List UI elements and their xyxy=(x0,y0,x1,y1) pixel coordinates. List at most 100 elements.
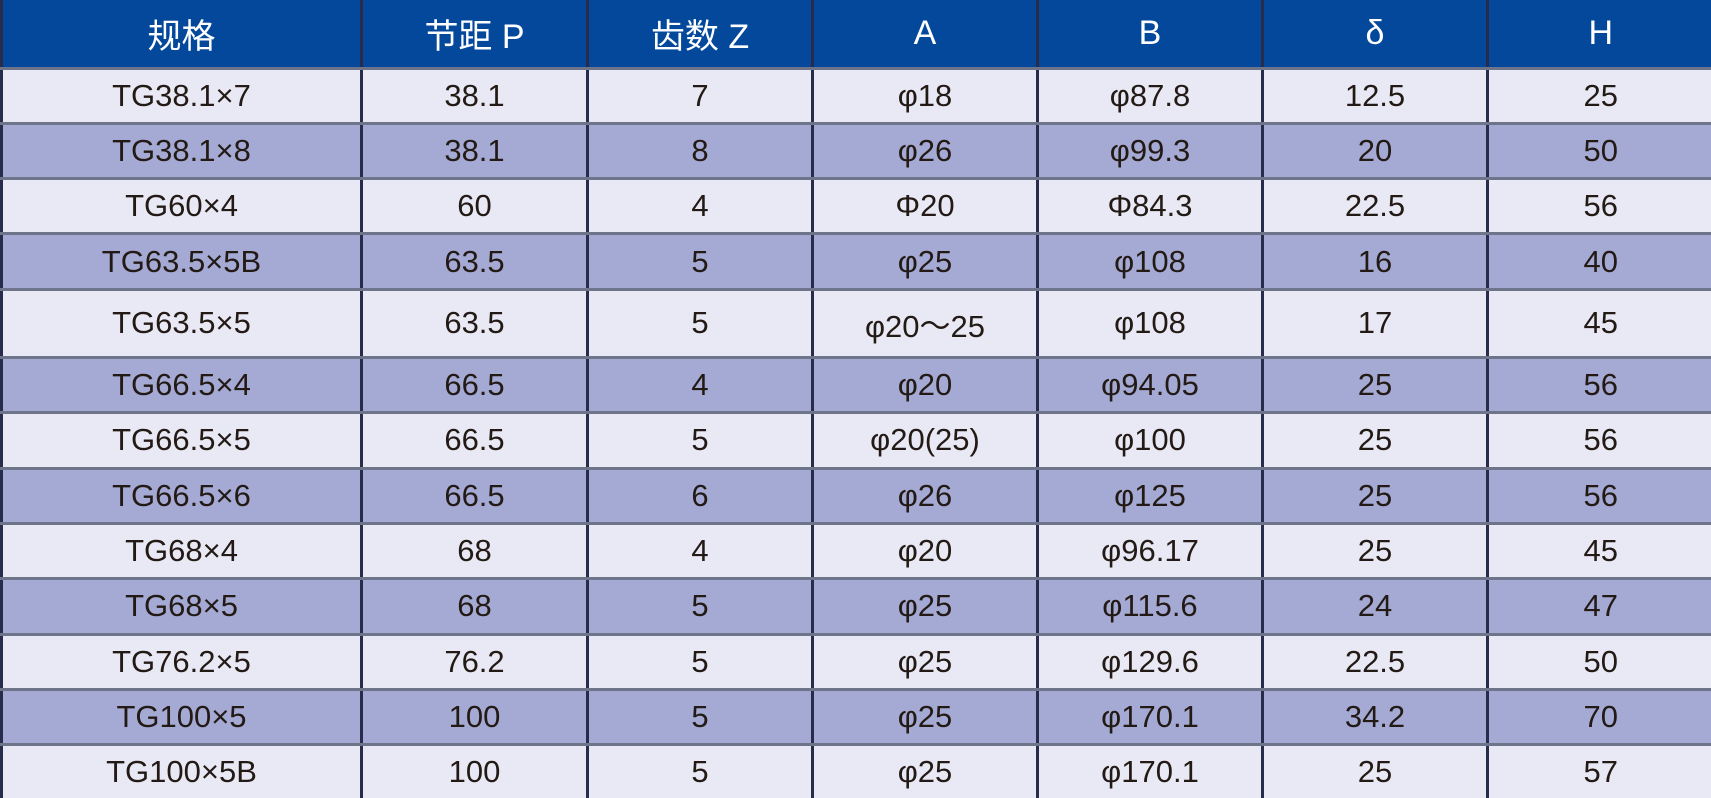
cell-b: φ100 xyxy=(1037,412,1264,470)
cell-a: φ25 xyxy=(812,689,1039,747)
cell-spec: TG60×4 xyxy=(1,178,363,236)
cell-delta: 25 xyxy=(1262,744,1489,798)
cell-h: 56 xyxy=(1487,357,1711,415)
cell-a: φ20～25 xyxy=(812,289,1039,359)
cell-h: 40 xyxy=(1487,233,1711,291)
cell-delta: 25 xyxy=(1262,468,1489,525)
cell-h: 45 xyxy=(1487,289,1711,359)
cell-pitch-p: 60 xyxy=(361,178,589,236)
header-spec: 规格 xyxy=(1,0,363,70)
cell-delta: 20 xyxy=(1262,123,1489,181)
cell-pitch-p: 68 xyxy=(361,523,589,581)
cell-delta: 24 xyxy=(1262,578,1489,636)
cell-h: 50 xyxy=(1487,123,1711,181)
table-row: TG38.1×7 38.1 7 φ18 φ87.8 12.5 25 xyxy=(1,68,1711,125)
table-row: TG100×5B 100 5 φ25 φ170.1 25 57 xyxy=(1,744,1711,798)
cell-b: φ87.8 xyxy=(1037,68,1264,125)
cell-b: φ99.3 xyxy=(1037,123,1264,181)
cell-pitch-p: 66.5 xyxy=(361,412,589,470)
cell-delta: 22.5 xyxy=(1262,634,1489,691)
cell-h: 56 xyxy=(1487,468,1711,525)
cell-teeth-z: 5 xyxy=(587,744,814,798)
cell-spec: TG100×5 xyxy=(1,689,363,747)
cell-h: 47 xyxy=(1487,578,1711,636)
cell-h: 57 xyxy=(1487,744,1711,798)
cell-teeth-z: 4 xyxy=(587,523,814,581)
cell-teeth-z: 5 xyxy=(587,233,814,291)
table-row: TG63.5×5B 63.5 5 φ25 φ108 16 40 xyxy=(1,233,1711,291)
cell-b: φ96.17 xyxy=(1037,523,1264,581)
cell-a: φ25 xyxy=(812,634,1039,691)
cell-pitch-p: 38.1 xyxy=(361,123,589,181)
cell-delta: 16 xyxy=(1262,233,1489,291)
cell-spec: TG66.5×6 xyxy=(1,468,363,525)
cell-teeth-z: 5 xyxy=(587,412,814,470)
cell-b: φ108 xyxy=(1037,233,1264,291)
cell-h: 56 xyxy=(1487,178,1711,236)
cell-h: 70 xyxy=(1487,689,1711,747)
cell-a: φ20(25) xyxy=(812,412,1039,470)
cell-b: Φ84.3 xyxy=(1037,178,1264,236)
cell-teeth-z: 5 xyxy=(587,578,814,636)
cell-pitch-p: 100 xyxy=(361,744,589,798)
header-row: 规格 节距 P 齿数 Z A B δ H xyxy=(1,0,1711,70)
cell-a: φ18 xyxy=(812,68,1039,125)
cell-b: φ115.6 xyxy=(1037,578,1264,636)
cell-pitch-p: 63.5 xyxy=(361,233,589,291)
table-row: TG68×5 68 5 φ25 φ115.6 24 47 xyxy=(1,578,1711,636)
cell-delta: 17 xyxy=(1262,289,1489,359)
cell-spec: TG63.5×5 xyxy=(1,289,363,359)
cell-a: φ26 xyxy=(812,123,1039,181)
cell-h: 50 xyxy=(1487,634,1711,691)
cell-delta: 12.5 xyxy=(1262,68,1489,125)
header-b: B xyxy=(1037,0,1264,70)
cell-pitch-p: 63.5 xyxy=(361,289,589,359)
cell-delta: 25 xyxy=(1262,357,1489,415)
cell-teeth-z: 5 xyxy=(587,689,814,747)
cell-h: 56 xyxy=(1487,412,1711,470)
table-row: TG68×4 68 4 φ20 φ96.17 25 45 xyxy=(1,523,1711,581)
table-row: TG76.2×5 76.2 5 φ25 φ129.6 22.5 50 xyxy=(1,634,1711,691)
cell-a: φ20 xyxy=(812,357,1039,415)
table-row: TG38.1×8 38.1 8 φ26 φ99.3 20 50 xyxy=(1,123,1711,181)
cell-b: φ129.6 xyxy=(1037,634,1264,691)
header-delta: δ xyxy=(1262,0,1489,70)
cell-teeth-z: 7 xyxy=(587,68,814,125)
cell-a: φ25 xyxy=(812,578,1039,636)
cell-b: φ108 xyxy=(1037,289,1264,359)
cell-a: φ26 xyxy=(812,468,1039,525)
cell-spec: TG38.1×7 xyxy=(1,68,363,125)
cell-spec: TG66.5×4 xyxy=(1,357,363,415)
cell-spec: TG68×5 xyxy=(1,578,363,636)
cell-teeth-z: 4 xyxy=(587,357,814,415)
cell-spec: TG68×4 xyxy=(1,523,363,581)
cell-b: φ125 xyxy=(1037,468,1264,525)
cell-pitch-p: 68 xyxy=(361,578,589,636)
header-a: A xyxy=(812,0,1039,70)
cell-a: φ25 xyxy=(812,233,1039,291)
cell-teeth-z: 4 xyxy=(587,178,814,236)
cell-h: 45 xyxy=(1487,523,1711,581)
table-row: TG66.5×4 66.5 4 φ20 φ94.05 25 56 xyxy=(1,357,1711,415)
cell-delta: 25 xyxy=(1262,523,1489,581)
cell-teeth-z: 8 xyxy=(587,123,814,181)
cell-pitch-p: 100 xyxy=(361,689,589,747)
cell-spec: TG63.5×5B xyxy=(1,233,363,291)
table-row: TG66.5×6 66.5 6 φ26 φ125 25 56 xyxy=(1,468,1711,525)
table-row: TG66.5×5 66.5 5 φ20(25) φ100 25 56 xyxy=(1,412,1711,470)
table-row: TG60×4 60 4 Φ20 Φ84.3 22.5 56 xyxy=(1,178,1711,236)
table-header: 规格 节距 P 齿数 Z A B δ H xyxy=(1,0,1711,70)
cell-b: φ170.1 xyxy=(1037,689,1264,747)
cell-spec: TG100×5B xyxy=(1,744,363,798)
cell-spec: TG38.1×8 xyxy=(1,123,363,181)
cell-a: Φ20 xyxy=(812,178,1039,236)
cell-spec: TG76.2×5 xyxy=(1,634,363,691)
cell-teeth-z: 5 xyxy=(587,289,814,359)
cell-a: φ20 xyxy=(812,523,1039,581)
cell-delta: 34.2 xyxy=(1262,689,1489,747)
cell-b: φ94.05 xyxy=(1037,357,1264,415)
table-row: TG63.5×5 63.5 5 φ20～25 φ108 17 45 xyxy=(1,289,1711,359)
cell-teeth-z: 6 xyxy=(587,468,814,525)
cell-teeth-z: 5 xyxy=(587,634,814,691)
